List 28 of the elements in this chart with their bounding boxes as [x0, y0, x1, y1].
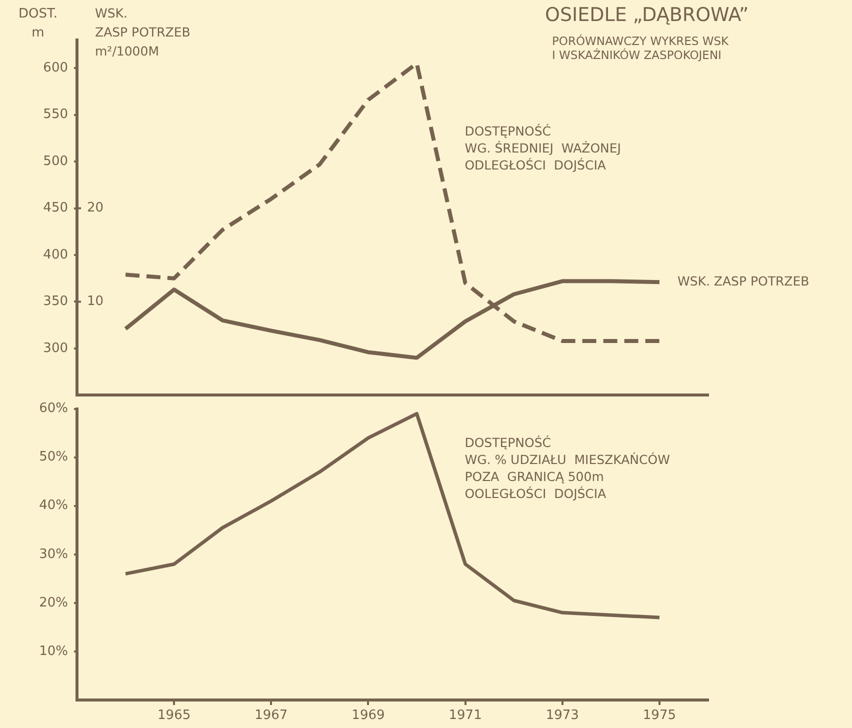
x-tick-label: 1971 — [448, 708, 482, 724]
y-tick-label: 50% — [39, 450, 68, 465]
y-tick-label: 20% — [39, 595, 68, 610]
y-axis-title: DOST. m — [18, 6, 58, 40]
chart-title: OSIEDLE „DĄBROWA” — [545, 4, 749, 26]
x-tick-label: 1969 — [352, 708, 385, 724]
x-tick-label: 1965 — [158, 708, 191, 724]
y-tick-label: 450 — [43, 200, 68, 216]
series-label: DOSTĘPNOŚĆ WG. % UDZIAŁU MIESZKAŃCÓW POZA GRANICĄ 500m OOLEGŁOŚCI DOJŚCIA — [464, 434, 670, 501]
y-tick-label: 30% — [39, 546, 68, 562]
y-tick-label: 500 — [43, 154, 68, 169]
series-label: DOSTĘPNOŚĆ WG. ŚREDNIEJ WAŻONEJ ODLEGŁOŚCI DOJŚCIA — [464, 124, 621, 173]
y-tick-label: 10% — [39, 644, 68, 659]
series-label: WSK. ZASP POTRZEB — [677, 273, 810, 288]
x-tick-label: 1975 — [642, 708, 676, 724]
y-tick-label: 550 — [43, 107, 68, 122]
x-tick-label: 1973 — [546, 708, 579, 724]
y-tick-label: 350 — [43, 294, 68, 310]
chart-subtitle: PORÓWNAWCZY WYKRES WSK I WSKAŹNIKÓW ZASPOKOJENI — [552, 34, 730, 62]
y-tick-label: 400 — [43, 247, 68, 262]
y-tick-label: 300 — [43, 340, 68, 356]
y2-tick-label: 20 — [87, 200, 104, 216]
y-tick-label: 600 — [43, 60, 68, 76]
x-tick-label: 1967 — [254, 708, 288, 724]
y-tick-label: 40% — [39, 498, 68, 514]
y2-axis-title: WSK. ZASP POTRZEB m²/1000M — [95, 5, 190, 58]
y2-tick-label: 10 — [87, 294, 104, 310]
y-tick-label: 60% — [39, 401, 68, 416]
